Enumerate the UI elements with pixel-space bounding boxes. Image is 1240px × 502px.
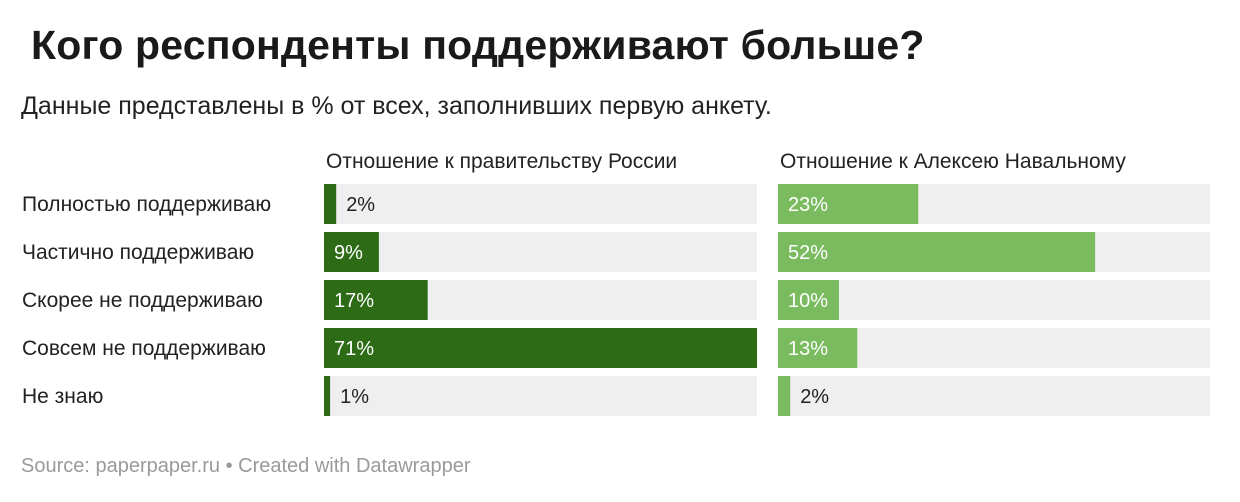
bar-track <box>324 376 757 416</box>
bar <box>324 376 331 416</box>
row-label: Скорее не поддерживаю <box>22 289 263 312</box>
bar <box>778 376 791 416</box>
bar <box>324 280 428 320</box>
chart-title: Кого респонденты поддерживают больше? <box>31 22 925 68</box>
data-label: 13% <box>788 338 828 360</box>
bar-chart: Полностью поддерживаю Частично поддержива… <box>22 150 1210 416</box>
bar-track <box>778 376 1210 416</box>
chart-subtitle: Данные представлены в % от всех, заполни… <box>21 92 772 120</box>
bar <box>324 328 757 368</box>
row-label: Совсем не поддерживаю <box>22 337 266 360</box>
bar-track <box>778 280 1210 320</box>
bar <box>778 280 839 320</box>
bar <box>778 232 1096 272</box>
bar <box>324 232 379 272</box>
data-label: 1% <box>340 386 369 408</box>
row-label: Частично поддерживаю <box>22 241 254 264</box>
data-label: 52% <box>788 242 828 264</box>
data-label: 17% <box>334 290 374 312</box>
data-label: 2% <box>346 194 375 216</box>
data-label: 23% <box>788 194 828 216</box>
data-label: 71% <box>334 338 374 360</box>
source-footer: Source: paperpaper.ru • Created with Dat… <box>21 455 471 477</box>
bar <box>778 184 919 224</box>
panel-title: Отношение к Алексею Навальному <box>780 150 1126 173</box>
row-label: Полностью поддерживаю <box>22 193 271 216</box>
bar <box>324 184 337 224</box>
bar-track <box>324 232 757 272</box>
bar-track <box>324 184 757 224</box>
row-label: Не знаю <box>22 385 103 408</box>
data-label: 9% <box>334 242 363 264</box>
data-label: 10% <box>788 290 828 312</box>
bar <box>778 328 858 368</box>
panel-title: Отношение к правительству России <box>326 150 677 173</box>
data-label: 2% <box>800 386 829 408</box>
